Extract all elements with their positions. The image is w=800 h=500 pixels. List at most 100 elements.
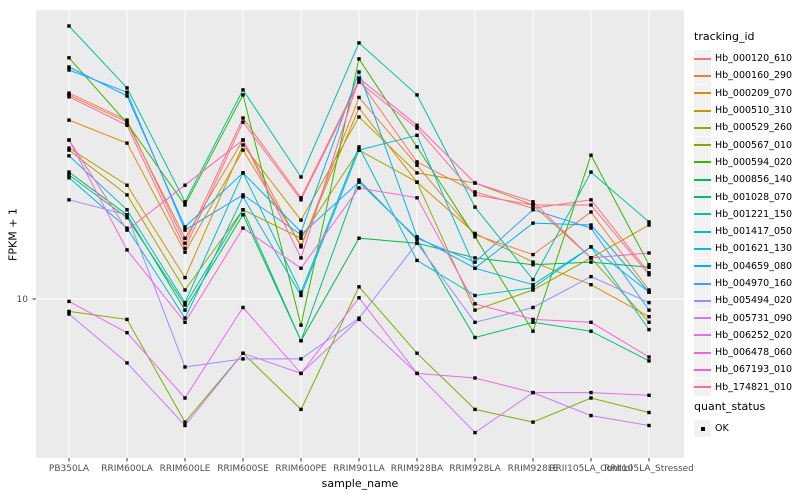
data-point [531, 320, 535, 324]
data-point [357, 115, 361, 119]
data-point [241, 88, 245, 92]
legend-label: Hb_000567_010 [715, 139, 793, 151]
legend-key [694, 378, 711, 396]
data-point [125, 228, 129, 232]
legend-line-icon [694, 368, 711, 371]
data-point [299, 256, 303, 260]
data-point [473, 256, 477, 260]
data-point [473, 302, 477, 306]
data-point [473, 266, 477, 270]
data-point [531, 277, 535, 282]
data-point [67, 56, 71, 60]
data-point [241, 305, 245, 310]
x-tick-label: RRII105LA_Control [549, 464, 632, 474]
legend-line-icon [694, 230, 711, 233]
legend-key [694, 188, 711, 206]
data-point [67, 198, 71, 202]
legend-line-icon [694, 247, 711, 250]
data-point [647, 265, 651, 269]
legend-item: Hb_001221_150 [694, 205, 800, 223]
x-tick-label: RRII105LA_Stressed [604, 464, 694, 474]
data-point [589, 260, 593, 264]
data-point [67, 91, 71, 95]
legend-item: Hb_000160_290 [694, 67, 800, 85]
data-point [183, 200, 187, 204]
legend-label: Hb_000160_290 [715, 70, 793, 82]
data-point [241, 143, 245, 147]
legend-line-icon [694, 196, 711, 199]
data-point [125, 361, 129, 365]
data-point [531, 203, 535, 207]
legend-label: Hb_001417_050 [715, 226, 793, 238]
x-tick-label: RRIM928LA [449, 464, 501, 474]
data-point [589, 170, 593, 174]
legend-key [694, 50, 711, 68]
legend-item: Hb_006252_020 [694, 326, 800, 344]
data-point [415, 145, 419, 149]
data-point [415, 196, 419, 200]
data-point [647, 288, 651, 292]
data-point [241, 116, 245, 120]
data-point [647, 300, 651, 305]
legend-key [694, 171, 711, 189]
data-point [241, 195, 245, 199]
data-point [299, 230, 303, 234]
quant-ok-key [694, 420, 711, 438]
data-point [357, 145, 361, 149]
data-point [67, 173, 71, 177]
data-point [241, 357, 245, 361]
legend-label: Hb_004659_080 [715, 260, 793, 272]
data-point [473, 376, 477, 380]
data-point [125, 86, 129, 90]
data-point [415, 160, 419, 164]
data-point [647, 393, 651, 397]
data-point [589, 329, 593, 333]
legend-item: Hb_000567_010 [694, 136, 800, 154]
data-point [299, 293, 303, 298]
data-point [125, 213, 129, 217]
data-point [415, 351, 419, 355]
data-point [473, 320, 477, 324]
data-point [241, 226, 245, 230]
legend-line-icon [694, 265, 711, 268]
data-point [125, 90, 129, 94]
legend-label: Hb_000209_070 [715, 87, 793, 99]
legend-label: Hb_000529_260 [715, 122, 793, 134]
legend-item: Hb_001417_050 [694, 223, 800, 241]
data-point [531, 329, 535, 333]
legend-line-icon [694, 213, 711, 216]
data-point [299, 243, 303, 248]
legend-item: Hb_000529_260 [694, 119, 800, 137]
legend-line-icon [694, 161, 711, 164]
data-point [299, 198, 303, 202]
x-tick-label: RRIM600PE [275, 464, 327, 474]
data-point [357, 285, 361, 289]
data-point [415, 126, 419, 130]
legend-item: Hb_001028_070 [694, 188, 800, 206]
data-point [415, 236, 419, 240]
data-point [531, 200, 535, 204]
data-point [647, 320, 651, 324]
legend-label: Hb_000120_610 [715, 53, 793, 65]
legend-line-icon [694, 299, 711, 302]
data-point [183, 246, 187, 251]
data-point [299, 323, 303, 327]
data-point [647, 290, 651, 294]
x-tick-label: RRIM600LE [160, 464, 211, 474]
data-point [183, 250, 187, 254]
data-point [473, 293, 477, 298]
legend-line-icon [694, 92, 711, 95]
data-point [647, 410, 651, 415]
data-point [357, 78, 361, 82]
legend-key [694, 240, 711, 258]
data-point [67, 65, 71, 69]
data-point [241, 208, 245, 212]
data-point [357, 70, 361, 74]
data-point [299, 218, 303, 222]
data-point [183, 300, 187, 305]
data-point [67, 118, 71, 122]
data-point [647, 220, 651, 224]
data-point [531, 305, 535, 310]
data-point [531, 283, 535, 287]
data-point [67, 309, 71, 314]
